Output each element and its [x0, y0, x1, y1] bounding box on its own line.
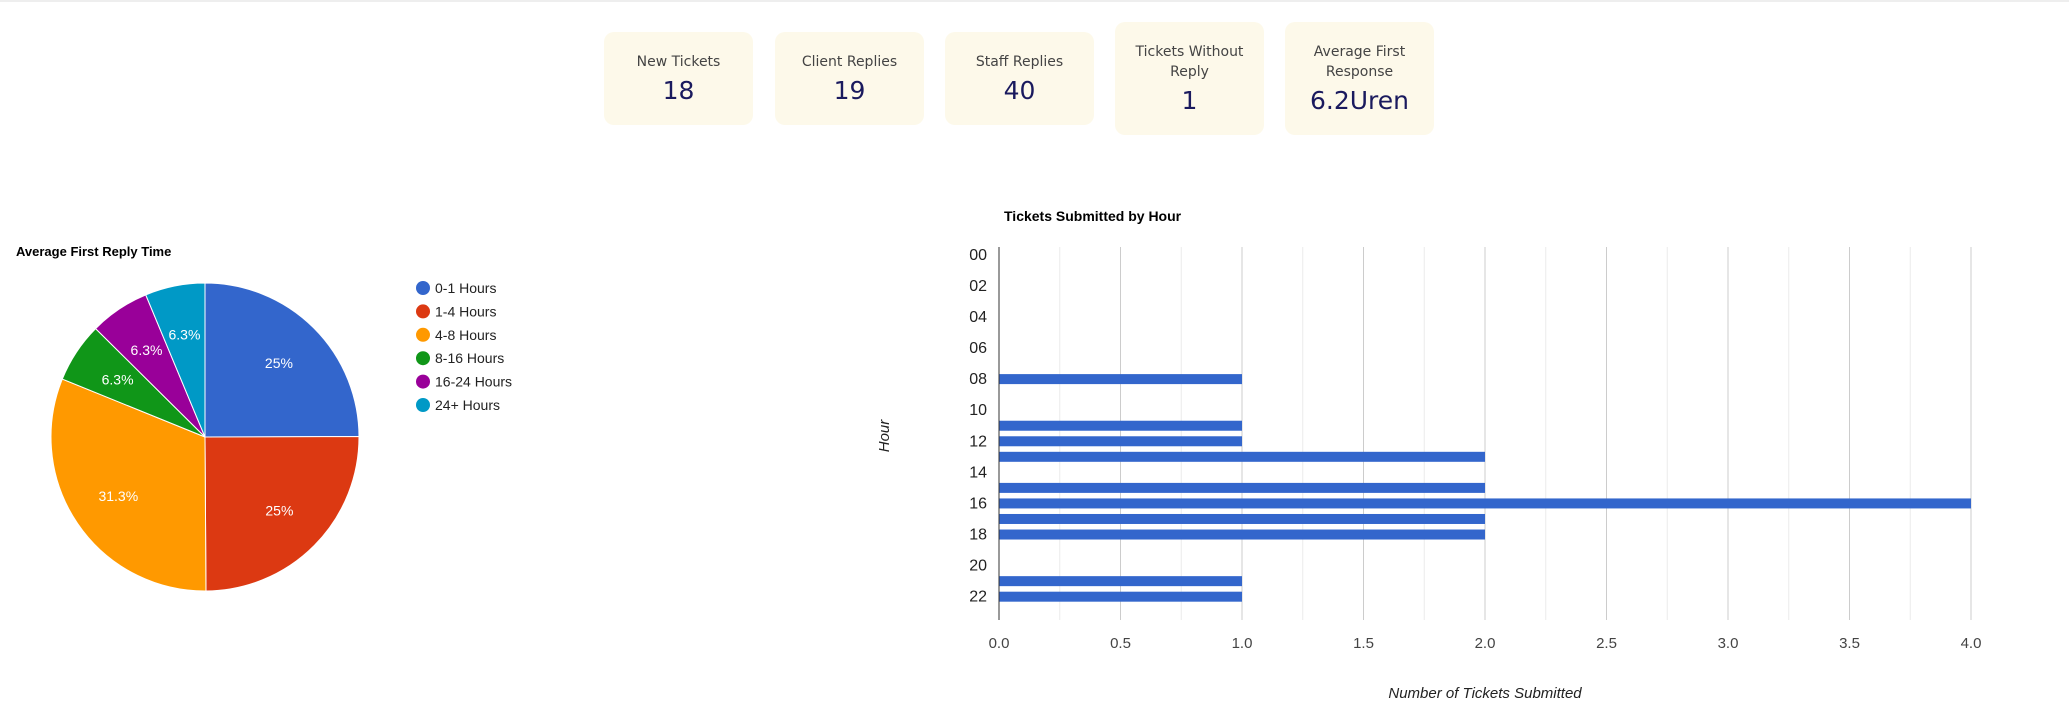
legend-label: 16-24 Hours: [435, 374, 512, 390]
legend-marker: [416, 304, 430, 319]
bar: [999, 498, 1971, 509]
legend-marker: [416, 374, 430, 389]
legend-label: 0-1 Hours: [435, 280, 496, 296]
stat-value: 6.2Uren: [1309, 86, 1409, 115]
x-tick-label: 1.5: [1353, 635, 1374, 652]
stat-value: 1: [1181, 86, 1198, 115]
stat-label: New Tickets: [636, 54, 721, 70]
bar: [999, 576, 1242, 587]
bar: [999, 374, 1242, 385]
bar: [999, 482, 1485, 493]
bar: [999, 529, 1485, 540]
y-tick-label: 18: [969, 527, 987, 544]
legend-marker: [416, 398, 430, 412]
stat-label: Tickets Without Reply: [1135, 44, 1244, 80]
pie-slice: [204, 436, 360, 592]
x-tick-label: 2.5: [1596, 635, 1617, 652]
pie-slice: [145, 282, 206, 438]
y-tick-label: 08: [969, 371, 987, 388]
bar: [999, 451, 1485, 462]
slice-label: 6.3%: [168, 326, 200, 342]
legend-label: 24+ Hours: [435, 397, 500, 413]
legend-label: 4-8 Hours: [435, 327, 496, 343]
stat-card: Staff Replies 40: [945, 32, 1094, 125]
y-tick-label: 20: [969, 558, 987, 575]
stat-card: Average First Response 6.2Uren: [1285, 22, 1434, 135]
stat-card: New Tickets 18: [604, 32, 753, 125]
stat-label: Staff Replies: [975, 54, 1064, 70]
y-tick-label: 04: [969, 309, 987, 326]
y-tick-label: 02: [969, 278, 987, 295]
stat-card: Tickets Without Reply 1: [1115, 22, 1264, 135]
stat-value: 19: [833, 76, 866, 105]
x-tick-label: 3.5: [1839, 635, 1860, 652]
slice-label: 25%: [265, 355, 293, 371]
stat-label: Client Replies: [801, 54, 898, 70]
bar-chart: Tickets Submitted by Hour Number of Tick…: [876, 208, 1982, 702]
x-axis-title: Number of Tickets Submitted: [1388, 685, 1582, 702]
stat-value: 40: [1003, 76, 1036, 105]
y-tick-label: 22: [969, 589, 987, 606]
legend-marker: [416, 351, 430, 366]
legend-marker: [416, 281, 430, 295]
y-axis-title: Hour: [876, 419, 893, 453]
stat-label: Average First Response: [1313, 44, 1406, 80]
legend-label: 1-4 Hours: [435, 303, 496, 319]
bar: [999, 420, 1242, 431]
x-tick-label: 3.0: [1718, 635, 1739, 652]
x-tick-label: 1.0: [1232, 635, 1253, 652]
slice-label: 6.3%: [102, 371, 134, 387]
slice-label: 31.3%: [98, 488, 138, 504]
slice-label: 25%: [265, 503, 293, 519]
bar: [999, 436, 1242, 447]
pie-slice: [204, 282, 360, 438]
pie-title: Average First Reply Time: [16, 244, 171, 259]
stat-card: Client Replies 19: [775, 32, 924, 125]
legend-marker: [416, 327, 430, 342]
x-tick-label: 0.0: [989, 635, 1010, 652]
x-tick-label: 2.0: [1475, 635, 1496, 652]
bar: [999, 591, 1242, 602]
y-tick-label: 10: [969, 402, 987, 419]
y-tick-label: 14: [969, 464, 987, 481]
y-tick-label: 12: [969, 433, 987, 450]
slice-label: 6.3%: [131, 342, 163, 358]
y-tick-label: 16: [969, 495, 987, 512]
top-divider: [0, 0, 2069, 2]
legend-label: 8-16 Hours: [435, 350, 504, 366]
pie-chart: Average First Reply Time 25% 0-1 Hours 25%…: [16, 244, 512, 592]
x-tick-label: 0.5: [1110, 635, 1131, 652]
stat-value: 18: [662, 76, 695, 105]
bar: [999, 513, 1485, 524]
bar-title: Tickets Submitted by Hour: [1004, 208, 1182, 224]
pie-slice: [50, 378, 207, 592]
y-tick-label: 00: [969, 247, 987, 264]
y-tick-label: 06: [969, 340, 987, 357]
x-tick-label: 4.0: [1961, 635, 1982, 652]
